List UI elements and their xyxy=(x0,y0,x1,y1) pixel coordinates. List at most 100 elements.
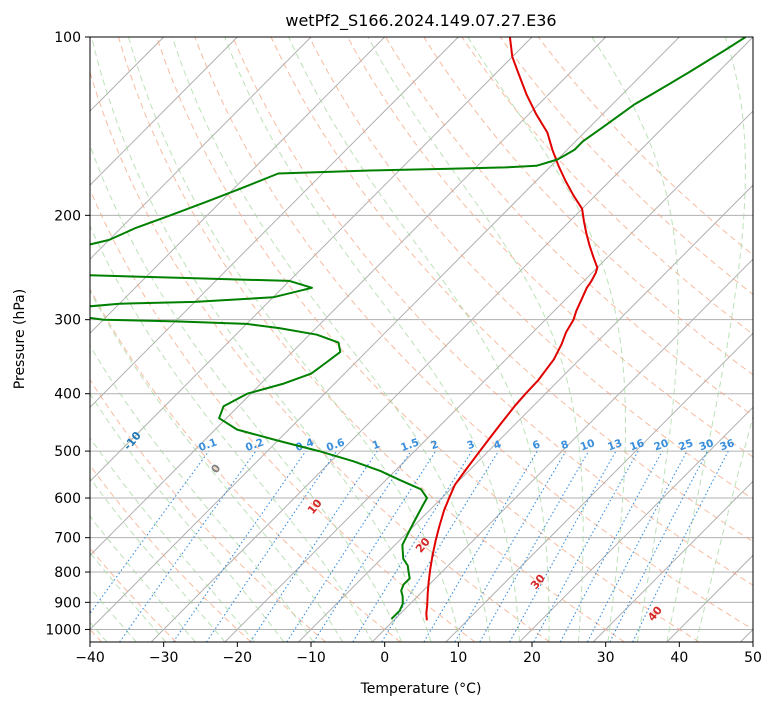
moist-adiabat xyxy=(367,37,584,642)
mixing-ratio-label: 16 xyxy=(628,437,646,453)
mixing-ratio-line xyxy=(206,450,338,642)
dry-adiabat-label: -20 xyxy=(43,401,66,425)
dry-adiabat-label: -10 xyxy=(121,429,144,453)
y-tick-label: 100 xyxy=(54,30,81,46)
isotherm-line xyxy=(740,628,753,642)
mixing-ratio-label: 2 xyxy=(429,438,440,452)
dry-adiabat-label: 0 xyxy=(208,461,223,475)
chart-title: wetPf2_S166.2024.149.07.27.E36 xyxy=(285,11,556,31)
y-tick-label: 600 xyxy=(54,491,81,507)
moist-adiabat xyxy=(90,551,167,642)
mixing-ratio-line xyxy=(90,450,210,615)
mixing-ratio-label: 3 xyxy=(465,438,476,452)
mixing-ratio-line xyxy=(479,450,590,642)
isotherm-line xyxy=(90,37,386,334)
dry-adiabat xyxy=(232,37,753,586)
mixing-ratio-line xyxy=(172,450,307,642)
isotherm-line xyxy=(90,37,533,483)
moist-adiabat xyxy=(91,37,432,642)
moist-adiabat xyxy=(90,344,314,642)
mixing-ratio-label: 1 xyxy=(371,438,382,452)
mixing-ratio-label: 13 xyxy=(606,437,624,453)
dry-adiabat xyxy=(90,378,327,642)
mixing-ratio-label: 6 xyxy=(531,438,542,452)
isotherm-line xyxy=(90,37,238,186)
x-tick-label: 20 xyxy=(523,650,541,666)
mixing-ratio-line xyxy=(559,450,663,642)
isotherm-line xyxy=(445,332,753,642)
mixing-ratio-line xyxy=(286,450,412,642)
x-axis-label: Temperature (°C) xyxy=(360,681,482,697)
moist-adiabat xyxy=(90,224,373,642)
mixing-ratio-line xyxy=(423,450,538,642)
plot-frame xyxy=(89,36,754,643)
x-tick-label: 0 xyxy=(380,650,389,666)
mixing-ratio-line xyxy=(313,450,437,642)
dry-adiabat xyxy=(90,288,401,642)
moist-adiabat xyxy=(666,37,746,642)
x-tick-label: 40 xyxy=(670,650,688,666)
mixing-ratio-line xyxy=(586,450,688,642)
isotherm-line xyxy=(371,258,753,642)
moist-adiabat xyxy=(90,393,285,642)
y-tick-label: 900 xyxy=(54,595,81,611)
mixing-ratio-line xyxy=(119,450,257,642)
dry-adiabat xyxy=(423,37,753,376)
dewpoint-line xyxy=(90,37,747,620)
moist-adiabat xyxy=(695,414,753,642)
dry-adiabat xyxy=(90,188,476,642)
moist-adiabat xyxy=(288,37,550,642)
dry-adiabat xyxy=(90,464,252,642)
isotherm-line xyxy=(90,37,607,557)
x-tick-label: −10 xyxy=(296,650,326,666)
mixing-ratio-line xyxy=(454,450,567,642)
mixing-ratio-label: 0.6 xyxy=(325,436,347,454)
mixing-ratio-label: 20 xyxy=(652,437,670,453)
isotherm-line xyxy=(224,110,753,642)
isotherm-line xyxy=(592,480,753,642)
mixing-ratio-label: 1.5 xyxy=(399,436,421,454)
moist-adiabat xyxy=(90,436,255,642)
y-tick-label: 1000 xyxy=(45,622,81,638)
y-tick-label: 400 xyxy=(54,387,81,403)
x-tick-label: 50 xyxy=(744,650,762,666)
dry-adiabat xyxy=(308,37,753,500)
moist-adiabat xyxy=(90,289,344,642)
x-tick-label: −40 xyxy=(75,650,105,666)
dry-adiabat xyxy=(194,37,753,631)
plot-area: 0.10.20.40.611.52346810131620253036-100-… xyxy=(43,37,753,642)
dry-adiabat xyxy=(270,37,753,543)
mixing-ratio-label: 30 xyxy=(698,437,716,453)
dry-adiabat xyxy=(537,37,753,256)
y-tick-label: 800 xyxy=(54,565,81,581)
y-tick-label: 500 xyxy=(54,444,81,460)
mixing-ratio-label: 8 xyxy=(559,438,570,452)
moist-adiabat xyxy=(591,37,679,642)
moist-adiabat xyxy=(90,143,403,642)
dry-adiabat xyxy=(347,37,753,458)
dry-adiabat-label: 30 xyxy=(528,572,548,592)
mixing-ratio-label: 36 xyxy=(718,437,736,453)
axes: −40 −30 −20 −10 0 10 20 30 40 5010020030040050060… xyxy=(45,30,762,666)
dry-adiabat-label: 40 xyxy=(645,603,665,623)
mixing-ratio-line xyxy=(533,450,639,642)
x-tick-label: −30 xyxy=(149,650,179,666)
moist-adiabat xyxy=(224,37,520,642)
moist-adiabat xyxy=(90,477,226,642)
moist-adiabat xyxy=(128,37,462,642)
x-tick-label: 10 xyxy=(449,650,467,666)
isotherm-line xyxy=(90,37,459,408)
x-tick-label: 30 xyxy=(597,650,615,666)
isotherm-line xyxy=(90,37,312,260)
y-tick-label: 200 xyxy=(54,208,81,224)
dry-adiabat xyxy=(385,37,753,417)
mixing-ratio-label: 4 xyxy=(492,438,503,452)
y-axis-label: Pressure (hPa) xyxy=(12,289,28,389)
dry-adiabat xyxy=(499,37,753,296)
isotherm-line xyxy=(519,406,753,642)
y-tick-label: 700 xyxy=(54,531,81,547)
moist-adiabat xyxy=(90,515,196,642)
dry-adiabat xyxy=(118,37,625,642)
isotherm-line xyxy=(90,37,680,631)
